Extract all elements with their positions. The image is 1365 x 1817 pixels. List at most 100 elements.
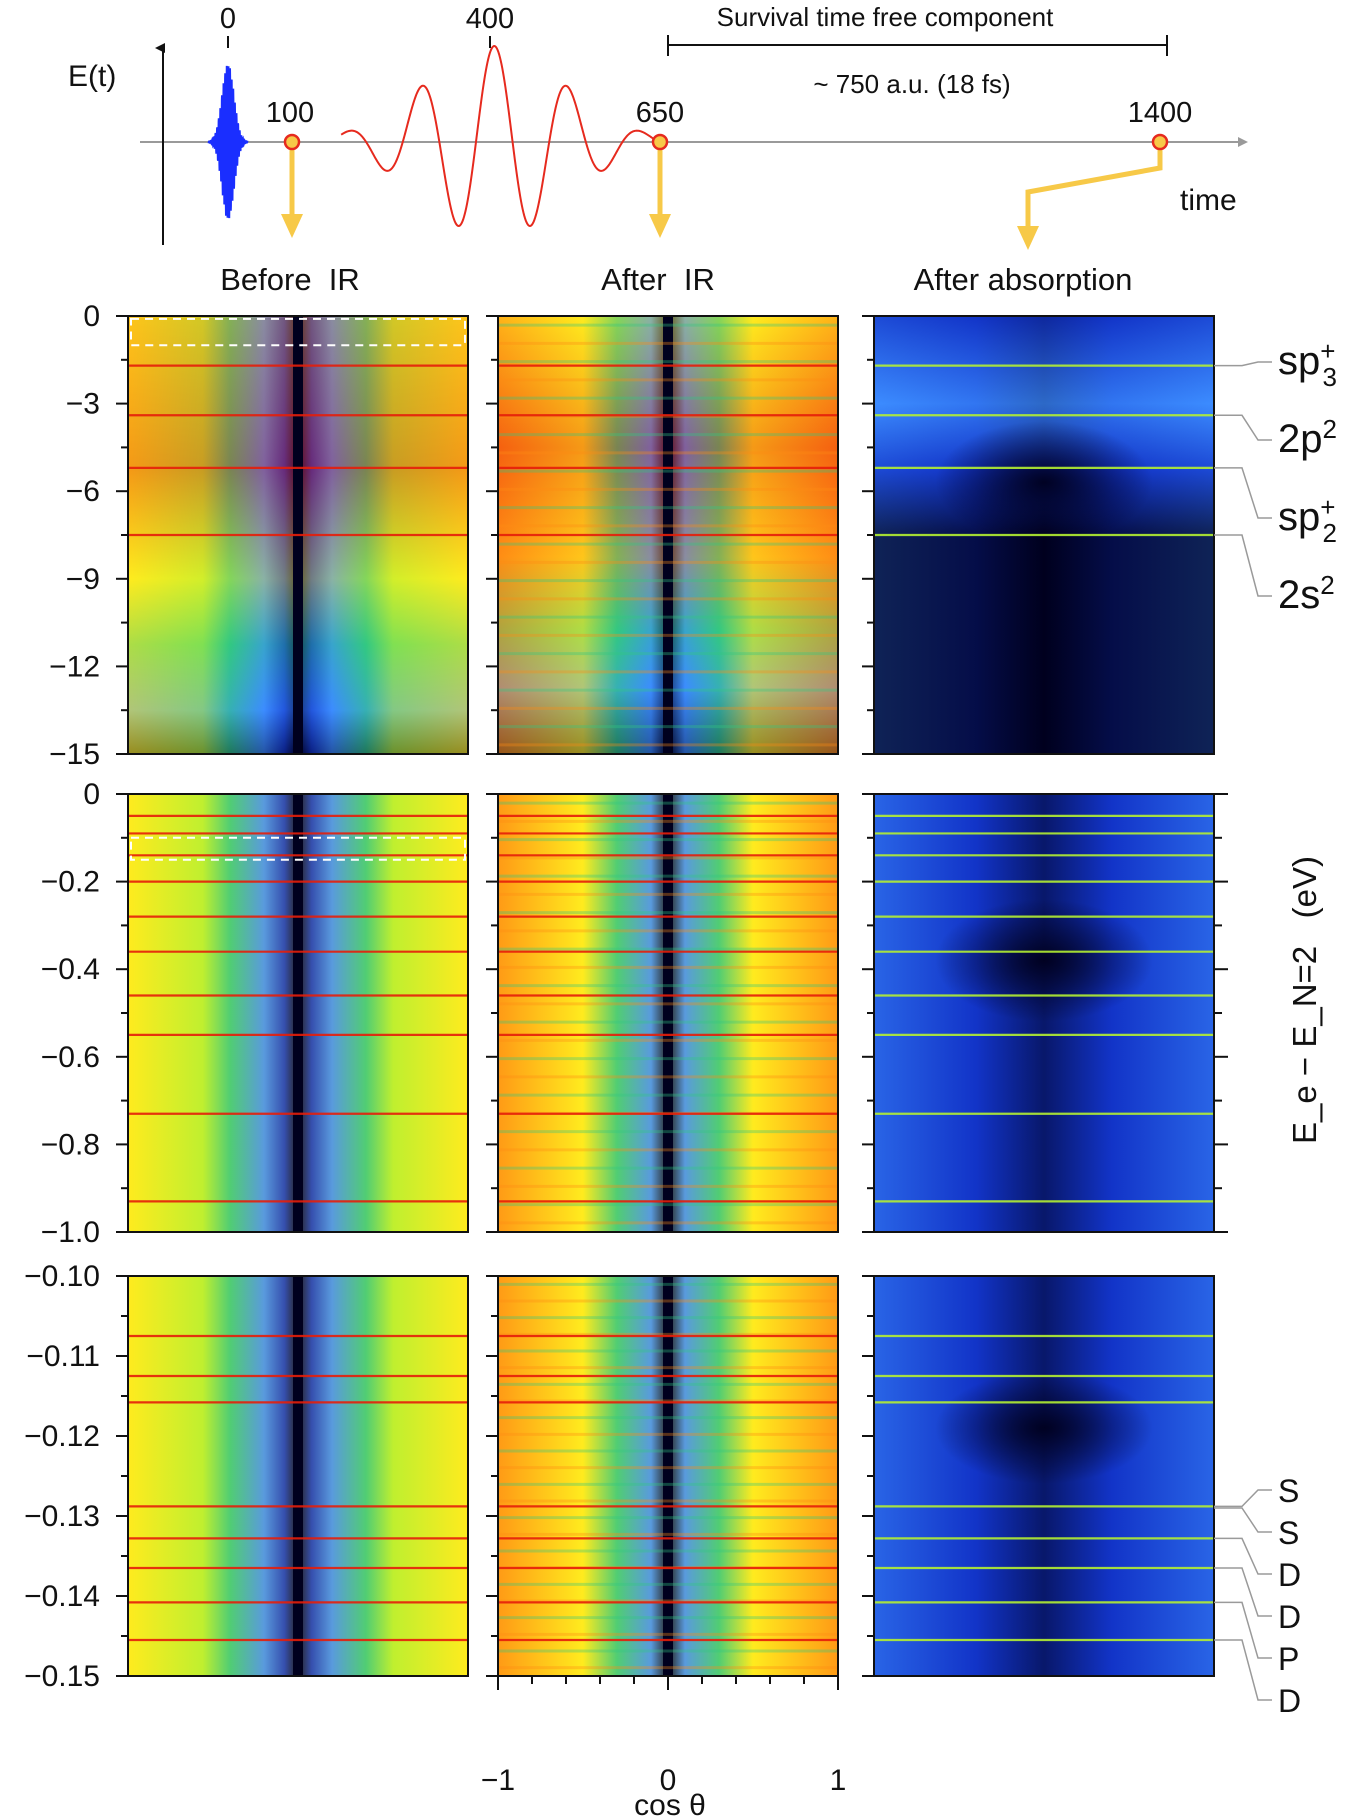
x-axis-label: cos θ	[634, 1789, 706, 1817]
state-label: S	[1278, 1515, 1299, 1551]
time-label-1400: 1400	[1128, 97, 1193, 129]
dark-lobe	[935, 899, 1153, 1022]
y-tick-label: 0	[83, 300, 100, 333]
state-leader	[1214, 1489, 1272, 1508]
snapshot-arrowheads	[281, 214, 1039, 250]
state-label-sup: 2	[1323, 414, 1337, 444]
zoom-box	[130, 836, 466, 861]
state-label-sub: 2	[1322, 518, 1336, 548]
state-label: 2p2	[1278, 414, 1337, 461]
time-label-100: 100	[266, 97, 314, 129]
state-label: D	[1278, 1599, 1301, 1635]
state-label-sup: +	[1320, 336, 1335, 366]
node-line	[663, 1276, 673, 1676]
snapshot-arrows	[289, 150, 1163, 228]
state-leader	[1214, 1601, 1272, 1659]
panel-after-absorption-row2	[862, 793, 1228, 1233]
state-label-base: S	[1278, 1515, 1299, 1551]
panel-after-ir-row1	[486, 315, 839, 755]
panel-before-ir-row3	[116, 1275, 469, 1677]
state-label: S	[1278, 1473, 1299, 1509]
state-label-base: sp	[1278, 495, 1320, 539]
state-leader	[1214, 1639, 1272, 1701]
panel-after-absorption-row1	[862, 315, 1215, 755]
state-label-base: D	[1278, 1599, 1301, 1635]
x-tick-label-minus1: −1	[481, 1764, 515, 1797]
state-leader	[1214, 467, 1272, 519]
pulse-timeline: E(t) time 0 100 400 650 1400 Survival ti…	[68, 2, 1248, 297]
y-tick-label: −0.12	[24, 1420, 100, 1453]
dark-lobe	[935, 1372, 1153, 1484]
y-tick-label: −0.6	[41, 1041, 100, 1074]
y-tick-label: 0	[83, 778, 100, 811]
state-label: sp+ 3	[1278, 336, 1337, 392]
state-label-base: S	[1278, 1473, 1299, 1509]
state-label: D	[1278, 1557, 1301, 1593]
time-marker-dots	[283, 133, 1169, 151]
state-label-base: 2p	[1278, 417, 1323, 461]
x-tick-label-1: 1	[830, 1764, 847, 1797]
node-line	[663, 794, 673, 1232]
y-axes: 0 −3 −6 −9 −12 −15 0 −0.2 −0.4 −0.6 −0.8 −1.0 −0.10 −…	[24, 300, 100, 1693]
survival-bracket: Survival time free component ~ 750 a.u. …	[667, 2, 1168, 99]
y-tick-label: −0.8	[41, 1128, 100, 1161]
state-leader	[1214, 414, 1272, 441]
zoom-box	[130, 317, 466, 347]
dot-100	[283, 133, 301, 151]
xuv-pulse	[207, 65, 249, 219]
y-tick-label: −3	[66, 388, 100, 421]
dark-lobe	[935, 421, 1153, 544]
dot-1400	[1151, 133, 1169, 151]
state-label-base: D	[1278, 1683, 1301, 1719]
time-marker-labels: 0 100 400 650 1400	[220, 3, 1192, 129]
field-axis-label: E(t)	[68, 60, 116, 93]
state-label-base: 2s	[1278, 573, 1320, 617]
x-tick-label-0: 0	[660, 1764, 677, 1797]
panel-after-ir-row3	[486, 1275, 839, 1677]
state-label-base: D	[1278, 1557, 1301, 1593]
state-label-base: P	[1278, 1641, 1299, 1677]
time-axis-label: time	[1180, 184, 1237, 217]
state-label-sup: 2	[1320, 570, 1334, 600]
arrowhead-after-ir	[649, 214, 671, 238]
y-tick-label: −0.11	[26, 1340, 100, 1373]
column-title-after-ir: After IR	[601, 262, 715, 297]
node-line	[293, 794, 303, 1232]
column-title-after-absorption: After absorption	[914, 262, 1133, 297]
y-tick-label: −0.4	[41, 953, 100, 986]
ir-pulse	[340, 44, 655, 228]
y-tick-label: −0.13	[24, 1500, 100, 1533]
y-tick-label: −0.14	[24, 1580, 100, 1613]
time-label-650: 650	[636, 97, 684, 129]
panel-after-absorption-row3	[862, 1275, 1215, 1677]
time-label-0: 0	[220, 3, 236, 35]
state-label: P	[1278, 1641, 1299, 1677]
y-axis-label: E_e − E_N=2 (eV)	[1286, 856, 1323, 1144]
node-line	[293, 1276, 303, 1676]
state-leader	[1214, 534, 1272, 597]
state-leader	[1214, 1567, 1272, 1617]
column-title-before-ir: Before IR	[220, 262, 360, 297]
state-label: sp+ 2	[1278, 492, 1337, 548]
y-tick-label: −6	[66, 475, 100, 508]
y-tick-label: −15	[49, 738, 100, 771]
state-label-base: sp	[1278, 339, 1320, 383]
dot-650	[651, 133, 669, 151]
y-tick-label: −9	[66, 563, 100, 596]
arrowhead-after-absorption	[1017, 226, 1039, 250]
x-ticks	[497, 1676, 839, 1690]
time-label-400: 400	[466, 3, 514, 35]
y-tick-label: −1.0	[41, 1216, 100, 1249]
state-label: D	[1278, 1683, 1301, 1719]
state-leader	[1214, 1537, 1272, 1575]
y-tick-label: −12	[49, 650, 100, 683]
panel-after-ir-row2	[486, 793, 839, 1233]
y-tick-label: −0.10	[24, 1260, 100, 1293]
y-tick-label: −0.15	[24, 1660, 100, 1693]
state-label: 2s2	[1278, 570, 1335, 617]
panel-before-ir-row1	[116, 315, 469, 755]
bracket-title: Survival time free component	[717, 2, 1054, 32]
arrowhead-before-ir	[281, 214, 303, 238]
y-tick-label: −0.2	[41, 866, 100, 899]
